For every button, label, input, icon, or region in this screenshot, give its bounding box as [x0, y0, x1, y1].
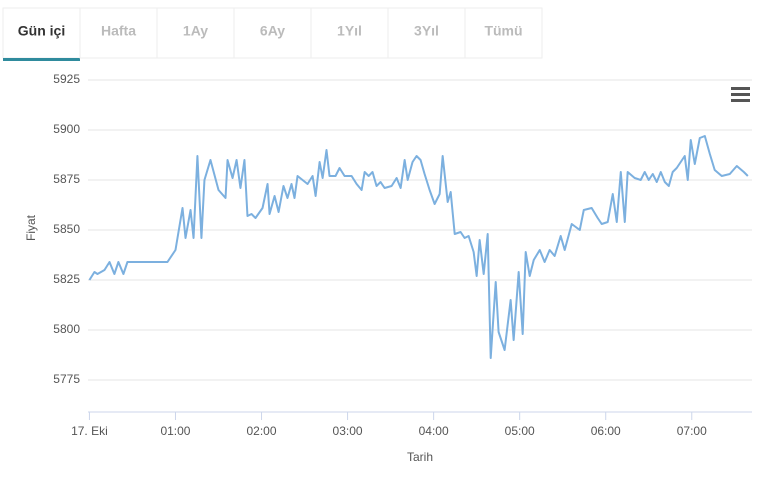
x-tick-label: 01:00 — [160, 424, 190, 438]
tab[interactable] — [79, 7, 158, 59]
x-tick-label: 04:00 — [419, 424, 449, 438]
menu-bar — [731, 93, 750, 96]
x-tick-label: 06:00 — [591, 424, 621, 438]
tab[interactable] — [464, 7, 543, 59]
y-axis-title: Fiyat — [24, 214, 38, 241]
tab[interactable] — [2, 7, 81, 59]
tab-label[interactable]: 1Yıl — [337, 23, 362, 39]
tab-label[interactable]: 3Yıl — [414, 23, 439, 39]
y-tick-label: 5925 — [53, 72, 80, 86]
y-tick-label: 5875 — [53, 172, 80, 186]
x-tick-label: 07:00 — [677, 424, 707, 438]
menu-icon[interactable] — [731, 87, 750, 102]
tab[interactable] — [387, 7, 466, 59]
menu-bar — [731, 87, 750, 90]
x-tick-label: 05:00 — [505, 424, 535, 438]
tab-label[interactable]: 1Ay — [183, 23, 208, 39]
tab-label[interactable]: Gün içi — [18, 23, 65, 39]
x-tick-label: 03:00 — [333, 424, 363, 438]
tab[interactable] — [310, 7, 389, 59]
x-tick-label: 02:00 — [247, 424, 277, 438]
x-tick-label: 17. Eki — [71, 424, 108, 438]
x-axis-title: Tarih — [407, 450, 433, 464]
y-tick-label: 5800 — [53, 322, 80, 336]
y-tick-label: 5900 — [53, 122, 80, 136]
menu-bar — [731, 99, 750, 102]
y-tick-label: 5825 — [53, 272, 80, 286]
tab-label[interactable]: Hafta — [101, 23, 136, 39]
y-tick-label: 5775 — [53, 372, 80, 386]
price-line — [88, 135, 749, 359]
tab[interactable] — [156, 7, 235, 59]
y-tick-label: 5850 — [53, 222, 80, 236]
tab-label[interactable]: 6Ay — [260, 23, 285, 39]
tab-label[interactable]: Tümü — [484, 23, 522, 39]
tab-underline — [3, 58, 80, 61]
